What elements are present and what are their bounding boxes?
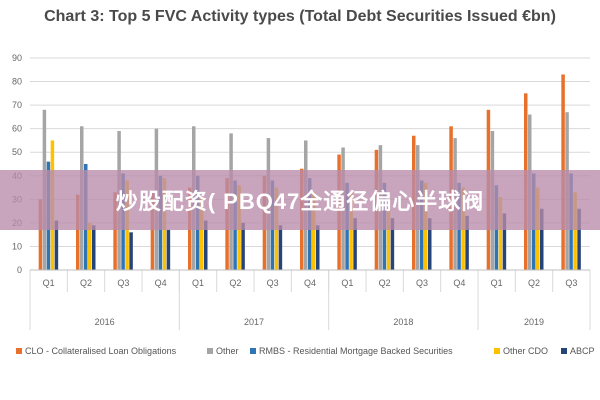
legend-swatch xyxy=(561,348,567,354)
legend-item: Other CDO xyxy=(494,346,548,356)
x-tick-label: Q4 xyxy=(453,278,465,288)
legend-label: Other xyxy=(216,346,239,356)
x-tick-label: Q4 xyxy=(304,278,316,288)
bar xyxy=(312,192,316,270)
bar xyxy=(390,218,395,270)
legend-label: ABCP xyxy=(570,346,595,356)
y-tick-label: 80 xyxy=(12,77,22,87)
legend-swatch xyxy=(207,348,213,354)
bar xyxy=(316,225,320,270)
bar xyxy=(113,192,117,270)
y-tick-label: 50 xyxy=(12,147,22,157)
legend-item: Other xyxy=(207,346,239,356)
chart-legend: CLO - Collateralised Loan Obligations Oth… xyxy=(0,346,600,366)
bar xyxy=(573,192,577,270)
x-tick-label: Q1 xyxy=(43,278,55,288)
legend-swatch xyxy=(494,348,500,354)
y-tick-label: 60 xyxy=(12,124,22,134)
x-tick-label: Q2 xyxy=(528,278,540,288)
x-tick-label: Q3 xyxy=(117,278,129,288)
x-tick-label: Q2 xyxy=(229,278,241,288)
legend-label: Other CDO xyxy=(503,346,549,356)
x-tick-label: Q1 xyxy=(491,278,503,288)
bar xyxy=(88,222,92,270)
bar xyxy=(150,192,155,270)
x-tick-label: Q1 xyxy=(341,278,353,288)
chart-title: Chart 3: Top 5 FVC Activity types (Total… xyxy=(44,8,556,25)
bar xyxy=(54,220,59,270)
legend-swatch xyxy=(250,348,256,354)
legend-swatch xyxy=(16,348,22,354)
year-label: 2016 xyxy=(95,317,115,327)
bar xyxy=(465,215,469,270)
bar xyxy=(92,225,96,270)
x-tick-label: Q1 xyxy=(192,278,204,288)
bar xyxy=(204,220,208,270)
bar xyxy=(428,218,432,270)
watermark-text: 炒股配资( PBQ47全通径偏心半球阀 xyxy=(115,189,485,214)
x-tick-label: Q2 xyxy=(379,278,391,288)
bar xyxy=(498,196,503,270)
bar xyxy=(278,225,283,270)
legend-label: CLO - Collateralised Loan Obligations xyxy=(25,346,177,356)
bar xyxy=(577,208,581,270)
year-label: 2019 xyxy=(524,317,544,327)
legend-item: ABCP xyxy=(561,346,595,356)
year-label: 2018 xyxy=(393,317,413,327)
year-label: 2017 xyxy=(244,317,264,327)
watermark-banner xyxy=(0,170,600,230)
legend-label: RMBS - Residential Mortgage Backed Secur… xyxy=(259,346,453,356)
y-tick-label: 90 xyxy=(12,53,22,63)
bar xyxy=(502,213,507,270)
bar xyxy=(241,222,245,270)
bar xyxy=(38,199,43,270)
x-tick-label: Q3 xyxy=(267,278,279,288)
legend-item: RMBS - Residential Mortgage Backed Secur… xyxy=(250,346,453,356)
bar xyxy=(200,196,204,270)
x-tick-label: Q3 xyxy=(565,278,577,288)
y-tick-label: 0 xyxy=(17,265,22,275)
bar xyxy=(353,218,357,270)
y-tick-label: 70 xyxy=(12,100,22,110)
bar xyxy=(76,194,80,270)
bar xyxy=(386,206,391,270)
x-tick-label: Q4 xyxy=(155,278,167,288)
bar xyxy=(129,232,133,270)
y-tick-label: 10 xyxy=(12,241,22,251)
bar xyxy=(540,208,544,270)
x-tick-label: Q3 xyxy=(416,278,428,288)
x-tick-label: Q2 xyxy=(80,278,92,288)
bar xyxy=(166,229,171,270)
legend-item: CLO - Collateralised Loan Obligations xyxy=(16,346,176,356)
bar xyxy=(349,192,353,270)
